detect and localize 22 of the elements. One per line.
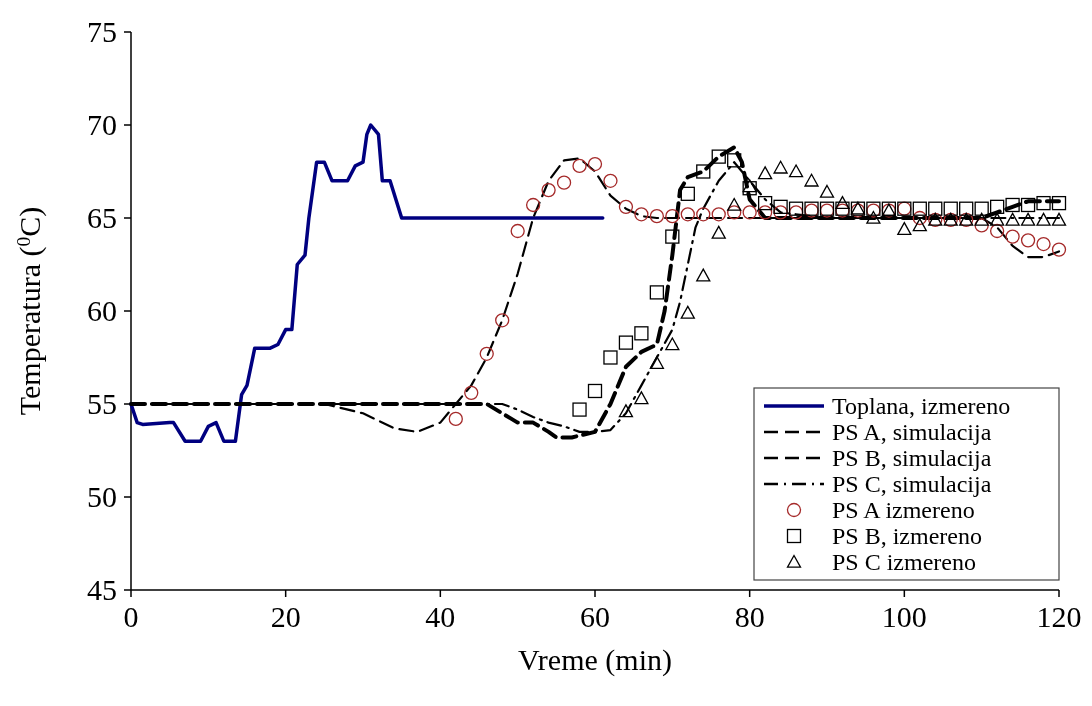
y-tick-label: 55	[87, 387, 117, 420]
x-axis-title: Vreme (min)	[518, 643, 672, 677]
y-tick-label: 60	[87, 294, 117, 327]
x-tick-label: 20	[270, 600, 301, 633]
y-tick-label: 75	[87, 15, 117, 48]
legend-label: PS B, izmereno	[832, 523, 982, 549]
legend-label: Toplana, izmereno	[832, 393, 1011, 419]
legend-label: PS C, simulacija	[832, 471, 992, 497]
x-tick-label: 0	[123, 600, 139, 633]
x-tick-label: 40	[425, 600, 456, 633]
y-tick-label: 70	[87, 108, 117, 141]
x-tick-label: 60	[580, 600, 610, 633]
y-tick-label: 45	[87, 573, 117, 606]
x-tick-label: 100	[881, 600, 927, 633]
x-tick-label: 120	[1036, 600, 1082, 633]
legend-label: PS A izmereno	[832, 497, 975, 523]
legend-label: PS A, simulacija	[832, 419, 992, 445]
y-tick-label: 65	[87, 201, 117, 234]
x-tick-label: 80	[734, 600, 765, 633]
legend-label: PS C izmereno	[832, 549, 976, 575]
legend-label: PS B, simulacija	[832, 445, 992, 471]
y-tick-label: 50	[87, 480, 117, 513]
